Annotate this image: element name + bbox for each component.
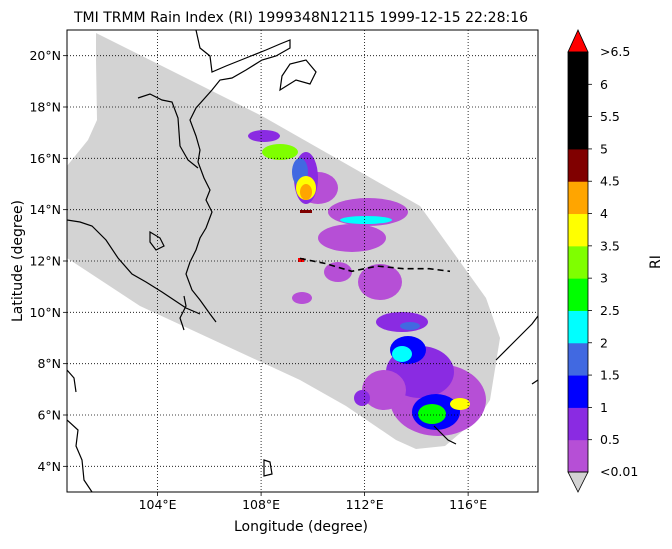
lon-tick-label: 108°E [242, 497, 280, 512]
rain-cell [418, 404, 446, 424]
colorbar-under-label: <0.01 [600, 464, 638, 479]
lat-tick-label: 6°N [37, 408, 61, 423]
figure-title: TMI TRMM Rain Index (RI) 1999348N12115 1… [73, 10, 528, 26]
lat-tick-label: 20°N [29, 48, 61, 63]
rain-cell [376, 312, 428, 332]
colorbar-tick-label: 4.5 [600, 174, 620, 189]
colorbar-segment [568, 116, 588, 150]
coastline [279, 59, 317, 92]
colorbar-ticks: 0.5 1 1.5 2 2.5 3 3.5 4 4.5 5 5.5 6 [588, 77, 620, 447]
coastline [149, 230, 165, 251]
colorbar-label: RI [648, 255, 664, 269]
colorbar: 0.5 1 1.5 2 2.5 3 3.5 4 4.5 5 5.5 6 >6.5 <0.01 RI [567, 29, 664, 493]
rain-cell [400, 322, 420, 330]
colorbar-segment [568, 342, 588, 376]
coastline [67, 219, 201, 315]
colorbar-frame [567, 51, 589, 473]
rain-cells [248, 130, 486, 436]
colorbar-tick-label: 3 [600, 271, 608, 286]
coastline [531, 379, 538, 385]
rain-cell [318, 224, 386, 252]
rain-cell [298, 258, 304, 262]
lon-tick-label: 112°E [346, 497, 384, 512]
colorbar-tick-label: 6 [600, 77, 608, 92]
colorbar-segment [568, 407, 588, 441]
lat-tick-label: 12°N [29, 254, 61, 269]
colorbar-segment [568, 375, 588, 408]
rain-cell [292, 292, 312, 304]
colorbar-tick-label: 2.5 [600, 303, 620, 318]
colorbar-segment [568, 181, 588, 215]
colorbar-segment [568, 213, 588, 247]
colorbar-tick-label: 2 [600, 335, 608, 350]
colorbar-segment [568, 84, 588, 118]
rain-cell [324, 262, 352, 282]
rain-cell [300, 184, 312, 200]
map-axes: 104°E 108°E 112°E 116°E 4°N 6°N 8°N 10°N 12°N 14… [29, 29, 539, 512]
colorbar-segment [568, 245, 588, 279]
colorbar-tick-label: 5 [600, 141, 608, 156]
coastline [179, 295, 187, 331]
coastline [67, 369, 77, 393]
y-axis-label: Latitude (degree) [10, 200, 26, 322]
gridlines [67, 30, 538, 492]
colorbar-segment [568, 52, 588, 85]
colorbar-segments [568, 52, 588, 473]
lon-tick-label: 104°E [139, 497, 177, 512]
lat-tick-label: 4°N [37, 459, 61, 474]
rain-cell [392, 346, 412, 362]
colorbar-segment [568, 439, 588, 473]
colorbar-tick-label: 1.5 [600, 368, 620, 383]
coastline [67, 419, 93, 492]
lat-tick-label: 8°N [37, 356, 61, 371]
colorbar-tick-label: 5.5 [600, 109, 620, 124]
colorbar-segment [568, 310, 588, 344]
lat-tick-label: 14°N [29, 202, 61, 217]
rain-cell [354, 390, 370, 406]
lat-tick-label: 16°N [29, 151, 61, 166]
rain-cell [450, 398, 470, 410]
colorbar-tick-label: 1 [600, 400, 608, 415]
coastline [263, 459, 273, 477]
latitude-ticks: 4°N 6°N 8°N 10°N 12°N 14°N 16°N 18°N 20°N [29, 48, 67, 474]
rain-cell [300, 210, 312, 213]
storm-track [299, 257, 451, 273]
lat-tick-label: 18°N [29, 100, 61, 115]
colorbar-tick-label: 3.5 [600, 238, 620, 253]
colorbar-segment [568, 148, 588, 182]
colorbar-under-triangle [567, 471, 589, 493]
colorbar-over-label: >6.5 [600, 44, 630, 59]
longitude-ticks: 104°E 108°E 112°E 116°E [139, 492, 487, 512]
lon-tick-label: 116°E [449, 497, 487, 512]
colorbar-tick-label: 0.5 [600, 432, 620, 447]
coastline [495, 315, 538, 361]
rain-cell [262, 144, 298, 160]
coastlines [67, 30, 538, 492]
colorbar-tick-label: 4 [600, 206, 608, 221]
rain-cell [358, 264, 402, 300]
rain-cell [248, 130, 280, 142]
coastline [433, 425, 457, 445]
rain-cell [340, 216, 392, 224]
coastline [137, 93, 199, 169]
colorbar-segment [568, 278, 588, 311]
x-axis-label: Longitude (degree) [234, 519, 368, 535]
colorbar-over-triangle [567, 29, 589, 53]
coastline [185, 30, 291, 323]
rain-cell [362, 370, 406, 410]
lat-tick-label: 10°N [29, 305, 61, 320]
